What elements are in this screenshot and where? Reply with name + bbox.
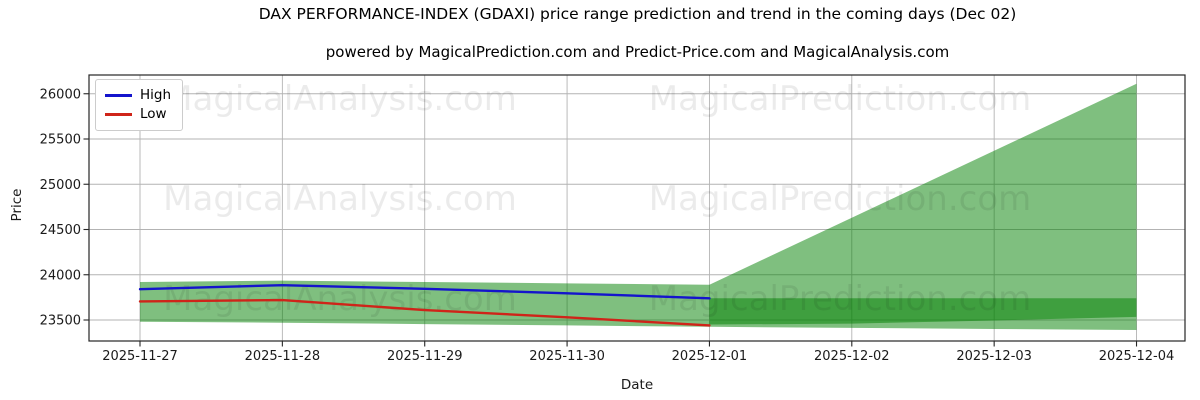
- x-tick-label: 2025-12-01: [672, 349, 748, 364]
- y-tick-label: 26000: [40, 87, 81, 102]
- watermark-text: MagicalPrediction.com: [649, 79, 1032, 119]
- x-tick-label: 2025-12-02: [814, 349, 890, 364]
- x-tick-label: 2025-11-27: [102, 349, 178, 364]
- legend-item-low: Low: [105, 105, 171, 124]
- watermark-layer: MagicalAnalysis.com MagicalPrediction.com…: [163, 79, 1031, 319]
- predicted-high-low-band: [709, 298, 1137, 325]
- low-line: [138, 298, 711, 327]
- legend-item-high: High: [105, 86, 171, 105]
- data-lines: [138, 283, 711, 327]
- high-line: [138, 283, 711, 300]
- watermark-text: MagicalAnalysis.com: [163, 79, 517, 119]
- axis-ticks: [83, 93, 1138, 347]
- y-tick-label: 25000: [40, 178, 81, 193]
- x-tick-label: 2025-12-03: [956, 349, 1032, 364]
- legend-label-high: High: [140, 86, 172, 103]
- prediction-bands: [140, 83, 1137, 330]
- x-tick-label: 2025-11-30: [529, 349, 605, 364]
- low-line-sample: [105, 113, 132, 116]
- y-axis-label: Price: [9, 189, 25, 222]
- x-tick-label: 2025-12-04: [1099, 349, 1175, 364]
- x-tick-label: 2025-11-29: [387, 349, 463, 364]
- y-tick-label: 24000: [40, 268, 81, 283]
- forecast-uncertainty-band: [140, 83, 1137, 330]
- x-axis-label: Date: [621, 377, 653, 393]
- y-tick-label: 25500: [40, 133, 81, 148]
- y-tick-label: 23500: [40, 314, 81, 329]
- high-line-sample: [105, 94, 132, 97]
- chart-subtitle: powered by MagicalPrediction.com and Pre…: [325, 43, 950, 61]
- plot-border: [88, 74, 1186, 342]
- legend-label-low: Low: [140, 105, 167, 122]
- watermark-text: MagicalPrediction.com: [649, 279, 1032, 319]
- chart-title: DAX PERFORMANCE-INDEX (GDAXI) price rang…: [258, 5, 1017, 23]
- axis-tick-labels: 23500 24000 24500 25000 25500 26000 2025-11-27…: [40, 87, 1175, 364]
- x-tick-label: 2025-11-28: [245, 349, 321, 364]
- watermark-text: MagicalPrediction.com: [649, 179, 1032, 219]
- watermark-text: MagicalAnalysis.com: [163, 179, 517, 219]
- y-tick-label: 24500: [40, 223, 81, 238]
- legend: High Low: [95, 79, 184, 131]
